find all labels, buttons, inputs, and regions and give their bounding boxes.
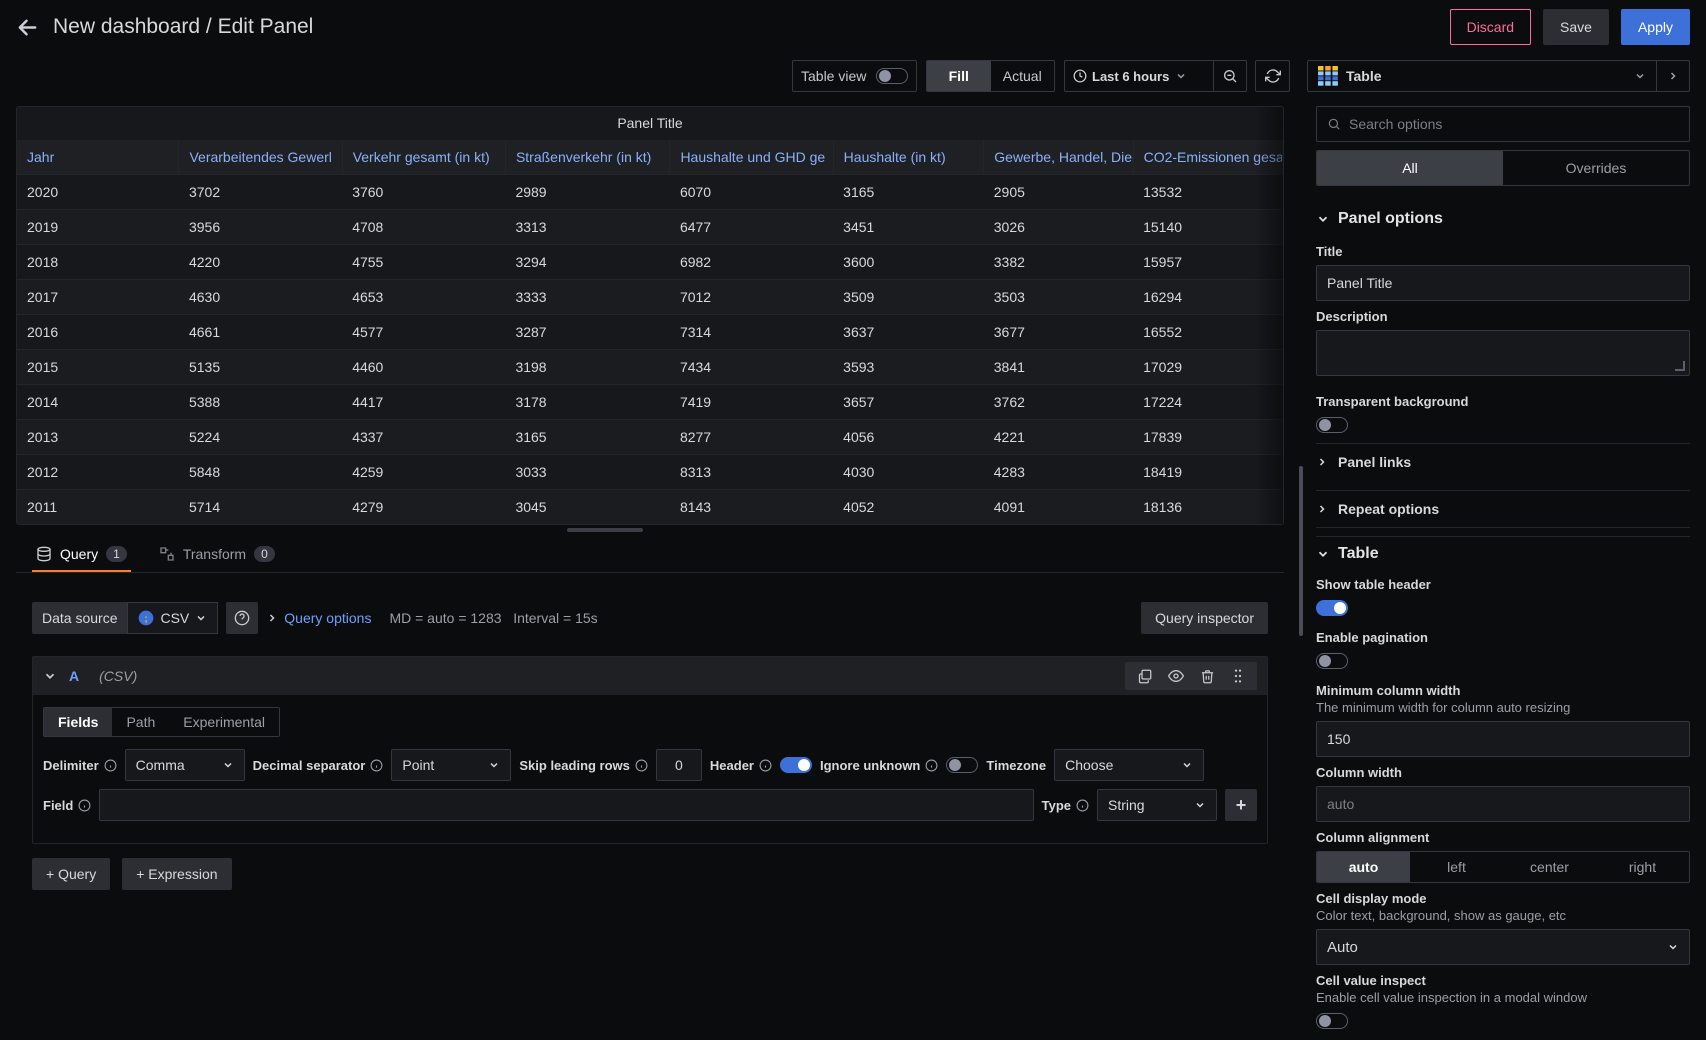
svg-text:;: ; <box>145 613 148 623</box>
